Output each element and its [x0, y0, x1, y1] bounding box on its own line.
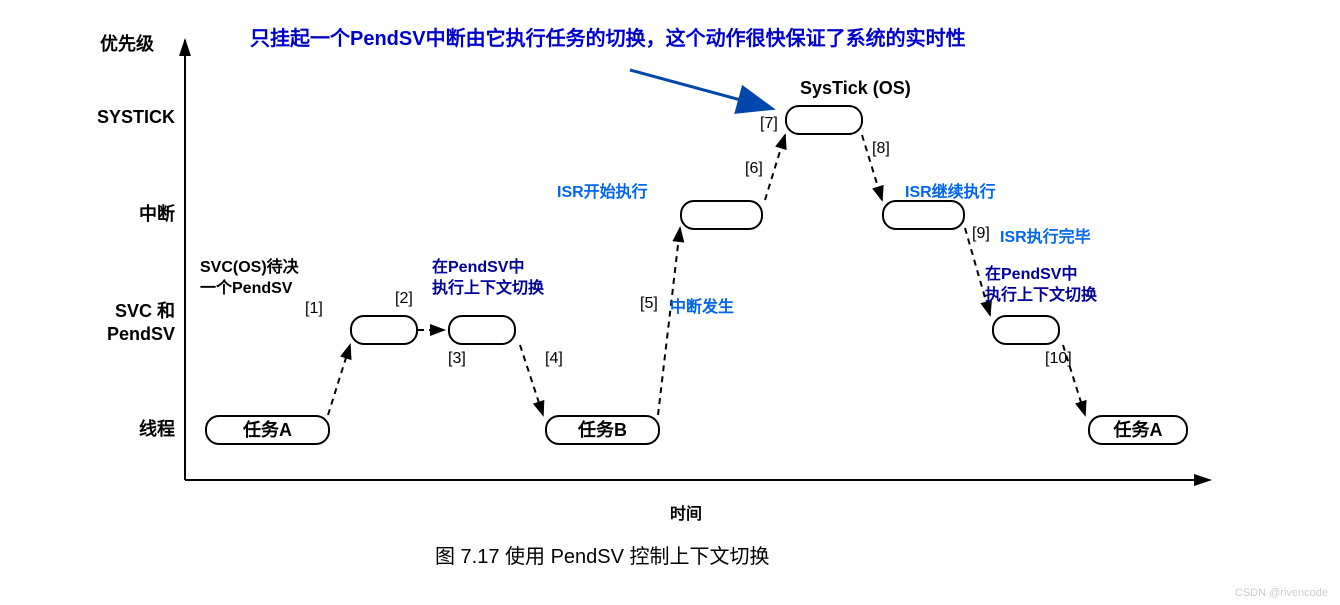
pendsv-ctx1-l2: 执行上下文切换 — [432, 280, 544, 297]
step-2: [2] — [395, 290, 413, 308]
label-svc-pending: SVC(OS)待决 一个PendSV — [200, 258, 299, 300]
watermark: CSDN @rivencode — [1235, 587, 1328, 599]
step-9: [9] — [972, 225, 990, 243]
block-task-b: 任务B — [545, 415, 660, 445]
step-1: [1] — [305, 300, 323, 318]
svc-pending-l1: SVC(OS)待决 — [200, 259, 299, 276]
label-isr-done: ISR执行完毕 — [1000, 223, 1091, 247]
pendsv-ctx1-l1: 在PendSV中 — [432, 259, 524, 276]
figure-caption: 图 7.17 使用 PendSV 控制上下文切换 — [435, 540, 770, 569]
pendsv-ctx2-l1: 在PendSV中 — [985, 266, 1077, 283]
blue-arrow — [630, 70, 770, 108]
step-4: [4] — [545, 350, 563, 368]
label-pendsv-ctx-1: 在PendSV中 执行上下文切换 — [432, 258, 544, 300]
label-isr-start: ISR开始执行 — [557, 178, 648, 202]
block-svc — [350, 315, 418, 345]
block-isr-1 — [680, 200, 763, 230]
block-pendsv-2 — [992, 315, 1060, 345]
step-7: [7] — [760, 115, 778, 133]
step-10: [10] — [1045, 350, 1072, 368]
label-systick-os: SysTick (OS) — [800, 78, 911, 99]
step-6: [6] — [745, 160, 763, 178]
step-5: [5] — [640, 295, 658, 313]
dash-6 — [765, 135, 785, 200]
label-int-happen: 中断发生 — [670, 293, 734, 317]
step-8: [8] — [872, 140, 890, 158]
block-pendsv-1 — [448, 315, 516, 345]
label-pendsv-ctx-2: 在PendSV中 执行上下文切换 — [985, 265, 1097, 307]
dash-1 — [328, 345, 350, 415]
dash-5 — [658, 228, 680, 415]
block-isr-2 — [882, 200, 965, 230]
block-task-a-1: 任务A — [205, 415, 330, 445]
step-3: [3] — [448, 350, 466, 368]
block-task-a-2: 任务A — [1088, 415, 1188, 445]
pendsv-ctx2-l2: 执行上下文切换 — [985, 287, 1097, 304]
x-axis-title: 时间 — [670, 500, 702, 524]
dash-4 — [520, 345, 543, 415]
label-isr-resume: ISR继续执行 — [905, 178, 996, 202]
block-systick — [785, 105, 863, 135]
svc-pending-l2: 一个PendSV — [200, 280, 292, 297]
